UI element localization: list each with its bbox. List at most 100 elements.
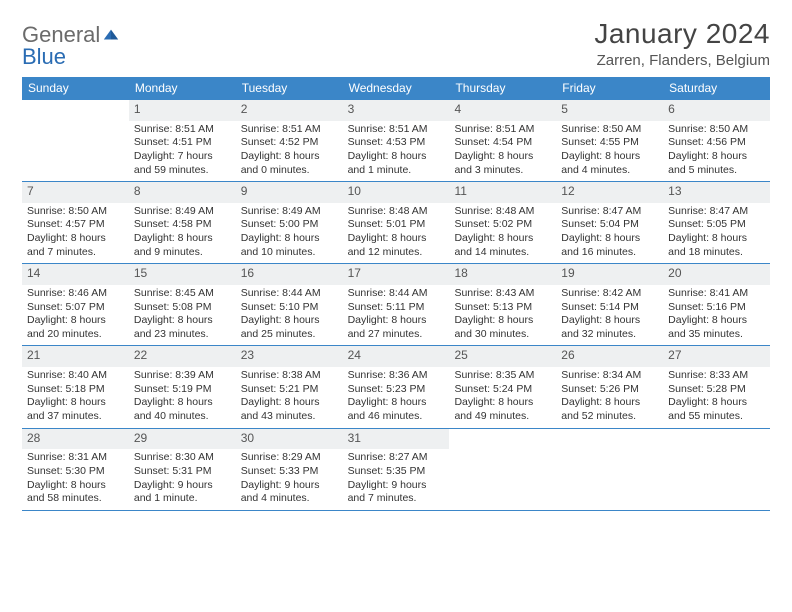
sunset-line: Sunset: 5:24 PM: [454, 383, 551, 397]
day-cell: 14Sunrise: 8:46 AMSunset: 5:07 PMDayligh…: [22, 264, 129, 345]
week-row: 7Sunrise: 8:50 AMSunset: 4:57 PMDaylight…: [22, 182, 770, 264]
day-number: 21: [22, 346, 129, 367]
day-number: 8: [129, 182, 236, 203]
location-subtitle: Zarren, Flanders, Belgium: [594, 52, 770, 69]
sunset-line: Sunset: 4:58 PM: [134, 218, 231, 232]
daylight-line: Daylight: 8 hours and 46 minutes.: [348, 396, 445, 423]
daylight-line: Daylight: 8 hours and 27 minutes.: [348, 314, 445, 341]
sunrise-line: Sunrise: 8:50 AM: [27, 205, 124, 219]
sunrise-line: Sunrise: 8:34 AM: [561, 369, 658, 383]
sunset-line: Sunset: 4:55 PM: [561, 136, 658, 150]
sunset-line: Sunset: 5:23 PM: [348, 383, 445, 397]
day-number: 24: [343, 346, 450, 367]
day-body: Sunrise: 8:27 AMSunset: 5:35 PMDaylight:…: [343, 451, 450, 506]
day-number: 27: [663, 346, 770, 367]
sunrise-line: Sunrise: 8:35 AM: [454, 369, 551, 383]
day-number: 16: [236, 264, 343, 285]
sunset-line: Sunset: 5:19 PM: [134, 383, 231, 397]
day-number: 2: [236, 100, 343, 121]
daylight-line: Daylight: 9 hours and 1 minute.: [134, 479, 231, 506]
day-cell: 27Sunrise: 8:33 AMSunset: 5:28 PMDayligh…: [663, 346, 770, 427]
sunrise-line: Sunrise: 8:49 AM: [134, 205, 231, 219]
day-cell: 19Sunrise: 8:42 AMSunset: 5:14 PMDayligh…: [556, 264, 663, 345]
day-cell: [22, 100, 129, 181]
sunset-line: Sunset: 5:28 PM: [668, 383, 765, 397]
week-row: 1Sunrise: 8:51 AMSunset: 4:51 PMDaylight…: [22, 100, 770, 182]
day-body: Sunrise: 8:40 AMSunset: 5:18 PMDaylight:…: [22, 369, 129, 424]
dow-tuesday: Tuesday: [236, 77, 343, 100]
day-number: 19: [556, 264, 663, 285]
dow-thursday: Thursday: [449, 77, 556, 100]
day-number: 26: [556, 346, 663, 367]
day-number: 22: [129, 346, 236, 367]
day-number: 10: [343, 182, 450, 203]
day-body: Sunrise: 8:33 AMSunset: 5:28 PMDaylight:…: [663, 369, 770, 424]
sunset-line: Sunset: 5:05 PM: [668, 218, 765, 232]
sunset-line: Sunset: 5:08 PM: [134, 301, 231, 315]
sunset-line: Sunset: 5:21 PM: [241, 383, 338, 397]
week-row: 28Sunrise: 8:31 AMSunset: 5:30 PMDayligh…: [22, 429, 770, 511]
day-number: 29: [129, 429, 236, 450]
sunrise-line: Sunrise: 8:29 AM: [241, 451, 338, 465]
sunset-line: Sunset: 5:11 PM: [348, 301, 445, 315]
daylight-line: Daylight: 8 hours and 10 minutes.: [241, 232, 338, 259]
daylight-line: Daylight: 8 hours and 4 minutes.: [561, 150, 658, 177]
day-body: Sunrise: 8:51 AMSunset: 4:52 PMDaylight:…: [236, 123, 343, 178]
day-cell: 12Sunrise: 8:47 AMSunset: 5:04 PMDayligh…: [556, 182, 663, 263]
day-number: 3: [343, 100, 450, 121]
sunrise-line: Sunrise: 8:40 AM: [27, 369, 124, 383]
day-number: 11: [449, 182, 556, 203]
day-body: Sunrise: 8:49 AMSunset: 4:58 PMDaylight:…: [129, 205, 236, 260]
day-body: Sunrise: 8:46 AMSunset: 5:07 PMDaylight:…: [22, 287, 129, 342]
sunset-line: Sunset: 4:51 PM: [134, 136, 231, 150]
sunrise-line: Sunrise: 8:51 AM: [134, 123, 231, 137]
sunrise-line: Sunrise: 8:48 AM: [454, 205, 551, 219]
day-body: Sunrise: 8:31 AMSunset: 5:30 PMDaylight:…: [22, 451, 129, 506]
day-cell: [556, 429, 663, 510]
day-number: 15: [129, 264, 236, 285]
sunset-line: Sunset: 4:53 PM: [348, 136, 445, 150]
daylight-line: Daylight: 8 hours and 30 minutes.: [454, 314, 551, 341]
brand-text-2: Blue: [22, 44, 66, 69]
day-cell: 29Sunrise: 8:30 AMSunset: 5:31 PMDayligh…: [129, 429, 236, 510]
sunset-line: Sunset: 4:57 PM: [27, 218, 124, 232]
day-body: Sunrise: 8:51 AMSunset: 4:51 PMDaylight:…: [129, 123, 236, 178]
days-of-week-header: Sunday Monday Tuesday Wednesday Thursday…: [22, 77, 770, 100]
day-cell: 20Sunrise: 8:41 AMSunset: 5:16 PMDayligh…: [663, 264, 770, 345]
sunrise-line: Sunrise: 8:44 AM: [241, 287, 338, 301]
dow-sunday: Sunday: [22, 77, 129, 100]
daylight-line: Daylight: 8 hours and 58 minutes.: [27, 479, 124, 506]
sunset-line: Sunset: 5:13 PM: [454, 301, 551, 315]
daylight-line: Daylight: 8 hours and 7 minutes.: [27, 232, 124, 259]
daylight-line: Daylight: 8 hours and 43 minutes.: [241, 396, 338, 423]
sunset-line: Sunset: 5:18 PM: [27, 383, 124, 397]
sunrise-line: Sunrise: 8:51 AM: [348, 123, 445, 137]
day-cell: 9Sunrise: 8:49 AMSunset: 5:00 PMDaylight…: [236, 182, 343, 263]
sunrise-line: Sunrise: 8:30 AM: [134, 451, 231, 465]
day-body: Sunrise: 8:50 AMSunset: 4:55 PMDaylight:…: [556, 123, 663, 178]
day-body: Sunrise: 8:38 AMSunset: 5:21 PMDaylight:…: [236, 369, 343, 424]
day-cell: 28Sunrise: 8:31 AMSunset: 5:30 PMDayligh…: [22, 429, 129, 510]
day-body: Sunrise: 8:29 AMSunset: 5:33 PMDaylight:…: [236, 451, 343, 506]
sunrise-line: Sunrise: 8:47 AM: [561, 205, 658, 219]
day-number: 28: [22, 429, 129, 450]
day-cell: 10Sunrise: 8:48 AMSunset: 5:01 PMDayligh…: [343, 182, 450, 263]
day-number: 17: [343, 264, 450, 285]
sunset-line: Sunset: 5:26 PM: [561, 383, 658, 397]
sunrise-line: Sunrise: 8:46 AM: [27, 287, 124, 301]
daylight-line: Daylight: 8 hours and 25 minutes.: [241, 314, 338, 341]
day-cell: 30Sunrise: 8:29 AMSunset: 5:33 PMDayligh…: [236, 429, 343, 510]
day-body: Sunrise: 8:41 AMSunset: 5:16 PMDaylight:…: [663, 287, 770, 342]
day-cell: 26Sunrise: 8:34 AMSunset: 5:26 PMDayligh…: [556, 346, 663, 427]
day-cell: [449, 429, 556, 510]
sunrise-line: Sunrise: 8:44 AM: [348, 287, 445, 301]
day-number: 6: [663, 100, 770, 121]
day-cell: 3Sunrise: 8:51 AMSunset: 4:53 PMDaylight…: [343, 100, 450, 181]
sunrise-line: Sunrise: 8:48 AM: [348, 205, 445, 219]
day-body: Sunrise: 8:45 AMSunset: 5:08 PMDaylight:…: [129, 287, 236, 342]
daylight-line: Daylight: 8 hours and 5 minutes.: [668, 150, 765, 177]
sunset-line: Sunset: 5:10 PM: [241, 301, 338, 315]
day-body: Sunrise: 8:43 AMSunset: 5:13 PMDaylight:…: [449, 287, 556, 342]
sunset-line: Sunset: 5:04 PM: [561, 218, 658, 232]
sunrise-line: Sunrise: 8:31 AM: [27, 451, 124, 465]
